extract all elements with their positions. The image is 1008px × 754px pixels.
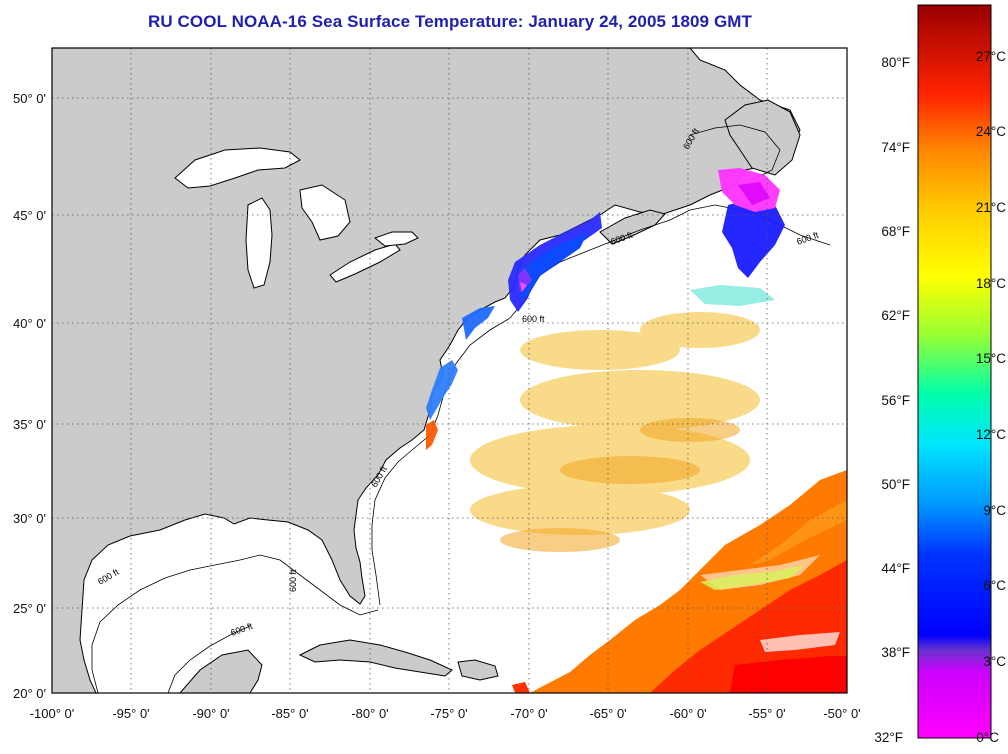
longitude-labels: -100° 0' -95° 0' -90° 0' -85° 0' -80° 0'… [30, 706, 861, 721]
lat-label-30: 30° 0' [13, 511, 46, 526]
contour-label-2: 600 ft [522, 314, 545, 324]
lat-label-50: 50° 0' [13, 91, 46, 106]
land-yucatan [179, 649, 263, 693]
map-title: RU COOL NOAA-16 Sea Surface Temperature:… [147, 12, 753, 31]
colorbar-gradient [917, 4, 992, 739]
cb-f-44: 44°F [881, 561, 910, 576]
contour-label-5: 600 ft [288, 569, 298, 592]
cb-c-27: 27°C [976, 49, 1006, 64]
lake-superior [174, 147, 301, 189]
lon-label-100: -100° 0' [30, 706, 75, 721]
latitude-labels: 50° 0' 45° 0' 40° 0' 35° 0' 30° 0' 25° 0… [13, 91, 46, 701]
lon-label-80: -80° 0' [351, 706, 388, 721]
lon-label-60: -60° 0' [669, 706, 706, 721]
lake-ontario [373, 231, 419, 247]
cb-f-68: 68°F [881, 224, 910, 239]
lon-label-95: -95° 0' [112, 706, 149, 721]
lake-huron [299, 184, 351, 241]
land-north-america [52, 48, 801, 693]
land-cuba [298, 639, 453, 677]
colorbar-fahrenheit-labels: 80°F 74°F 68°F 62°F 56°F 50°F 44°F 38°F … [874, 55, 910, 745]
lon-label-65: -65° 0' [589, 706, 626, 721]
land-newfoundland [724, 99, 801, 176]
lat-label-40: 40° 0' [13, 316, 46, 331]
cb-f-56: 56°F [881, 393, 910, 408]
lon-label-90: -90° 0' [192, 706, 229, 721]
cb-f-74: 74°F [881, 140, 910, 155]
lat-label-35: 35° 0' [13, 417, 46, 432]
cb-c-6: 6°C [983, 578, 1006, 593]
cb-c-18: 18°C [976, 276, 1006, 291]
shelf-contours [91, 124, 831, 693]
cb-f-38: 38°F [881, 645, 910, 660]
lon-label-85: -85° 0' [271, 706, 308, 721]
colorbar-celsius-labels: 27°C 24°C 21°C 18°C 15°C 12°C 9°C 6°C 3°… [976, 49, 1006, 745]
sst-warm-southeast [512, 470, 847, 693]
lat-label-20: 20° 0' [13, 686, 46, 701]
lon-label-50: -50° 0' [823, 706, 860, 721]
cb-c-15: 15°C [976, 351, 1006, 366]
cb-f-80: 80°F [881, 55, 910, 70]
map-frame [51, 47, 848, 694]
colorbar: 80°F 74°F 68°F 62°F 56°F 50°F 44°F 38°F … [874, 4, 1006, 745]
land-nova-scotia [599, 209, 666, 245]
lat-label-45: 45° 0' [13, 208, 46, 223]
cb-c-9: 9°C [983, 503, 1006, 518]
lon-label-55: -55° 0' [748, 706, 785, 721]
lake-michigan [245, 197, 273, 289]
cb-c-3: 3°C [983, 654, 1006, 669]
map-panel: 600 ft 600 ft 600 ft 600 ft 600 ft 600 f… [52, 48, 847, 693]
lon-label-70: -70° 0' [510, 706, 547, 721]
lon-label-75: -75° 0' [430, 706, 467, 721]
lake-erie [329, 243, 401, 283]
cb-f-50: 50°F [881, 477, 910, 492]
cb-c-24: 24°C [976, 124, 1006, 139]
sst-open-ocean-warm [500, 418, 740, 552]
cb-c-0: 0°C [976, 730, 999, 745]
cb-f-32: 32°F [874, 730, 903, 745]
cb-c-12: 12°C [976, 427, 1006, 442]
lat-label-25: 25° 0' [13, 601, 46, 616]
land-hispaniola [457, 659, 499, 681]
cb-c-21: 21°C [976, 200, 1006, 215]
cb-f-62: 62°F [881, 308, 910, 323]
